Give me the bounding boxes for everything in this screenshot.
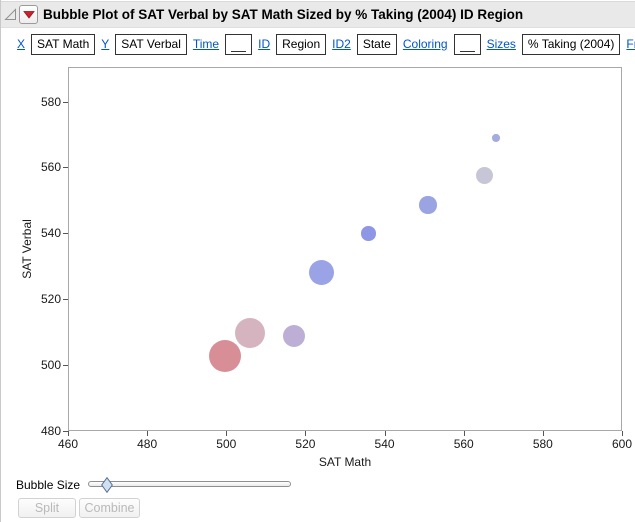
- y-axis-tick: [63, 365, 68, 367]
- x-axis-tick: [226, 431, 228, 436]
- y-axis-tick: [63, 233, 68, 235]
- bubble[interactable]: [492, 134, 500, 142]
- bubble[interactable]: [475, 166, 494, 185]
- red-triangle-menu-icon: [22, 11, 35, 19]
- role-field-id2[interactable]: State: [356, 33, 397, 55]
- role-field-time[interactable]: [225, 33, 253, 55]
- x-tick-label: 560: [453, 437, 474, 451]
- x-axis-title: SAT Math: [318, 455, 372, 469]
- x-tick-label: 540: [374, 437, 395, 451]
- bubble[interactable]: [308, 259, 334, 286]
- x-axis-tick: [622, 431, 623, 436]
- bubble-size-slider-track[interactable]: [88, 481, 291, 487]
- bubble-size-slider-thumb[interactable]: [101, 477, 113, 493]
- y-tick-label: 520: [40, 292, 61, 307]
- red-triangle-menu-button[interactable]: [19, 5, 38, 24]
- bubble[interactable]: [235, 318, 266, 349]
- x-axis-tick: [384, 431, 386, 436]
- role-field-y[interactable]: SAT Verbal: [115, 33, 187, 55]
- role-link-y[interactable]: Y: [101, 37, 110, 51]
- outline-title-bar: Bubble Plot of SAT Verbal by SAT Math Si…: [1, 1, 635, 28]
- x-tick-label: 600: [611, 437, 633, 451]
- x-axis-tick: [147, 431, 149, 436]
- plot-frame: [68, 67, 622, 431]
- bubble[interactable]: [209, 339, 242, 372]
- role-field-coloring[interactable]: [453, 33, 481, 55]
- y-tick-label: 500: [40, 358, 61, 373]
- y-tick-label: 540: [40, 226, 61, 241]
- x-tick-label: 520: [295, 437, 316, 451]
- role-field-id[interactable]: Region: [276, 33, 327, 55]
- role-link-id2[interactable]: ID2: [332, 37, 351, 51]
- empty-field-line: [231, 39, 247, 52]
- x-axis-tick: [542, 431, 544, 436]
- combine-button[interactable]: Combine: [79, 498, 140, 518]
- role-link-coloring[interactable]: Coloring: [402, 37, 448, 51]
- role-link-freq[interactable]: Freq: [626, 37, 635, 51]
- split-button[interactable]: Split: [18, 498, 76, 518]
- role-link-time[interactable]: Time: [192, 37, 220, 51]
- disclosure-triangle-icon[interactable]: [4, 8, 17, 21]
- x-axis-tick: [305, 431, 307, 436]
- y-axis-tick: [63, 299, 68, 301]
- bubble[interactable]: [361, 226, 377, 241]
- x-axis-tick: [68, 431, 69, 436]
- launch-controls: X SAT Math Y SAT Verbal Time ID Region ID2 State…: [1, 32, 635, 56]
- y-tick-label: 580: [40, 94, 61, 109]
- x-axis-tick: [463, 431, 465, 436]
- y-axis-tick: [63, 167, 68, 169]
- empty-field-line: [459, 39, 475, 52]
- role-field-x[interactable]: SAT Math: [31, 33, 96, 55]
- y-axis-tick: [63, 101, 68, 103]
- x-tick-label: 500: [216, 437, 237, 451]
- bubble-size-label: Bubble Size: [16, 478, 81, 492]
- role-link-sizes[interactable]: Sizes: [486, 37, 516, 51]
- y-tick-label: 560: [40, 160, 61, 175]
- role-link-id[interactable]: ID: [258, 37, 271, 51]
- role-link-x[interactable]: X: [17, 37, 26, 51]
- role-field-sizes[interactable]: % Taking (2004): [521, 33, 621, 55]
- bubble[interactable]: [419, 196, 437, 214]
- x-tick-label: 480: [137, 437, 158, 451]
- x-tick-label: 580: [532, 437, 553, 451]
- bubble[interactable]: [282, 324, 305, 347]
- report-title: Bubble Plot of SAT Verbal by SAT Math Si…: [43, 7, 524, 22]
- y-axis-tick: [63, 431, 68, 432]
- x-tick-label: 460: [57, 437, 79, 451]
- y-tick-label: 480: [40, 424, 61, 438]
